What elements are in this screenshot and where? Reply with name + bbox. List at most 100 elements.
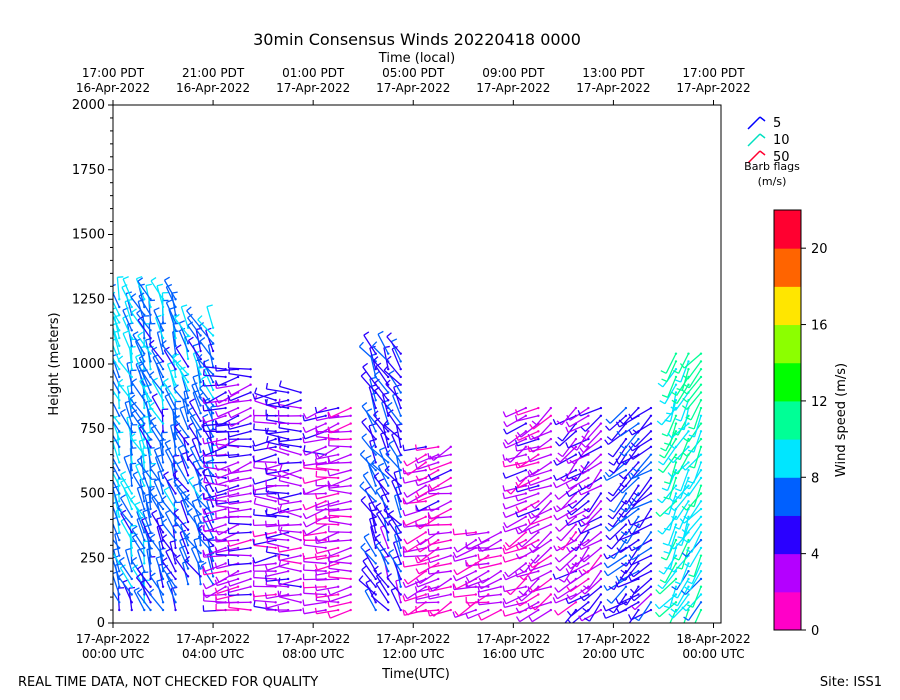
wind-barb-base — [699, 422, 703, 425]
wind-barb-flag — [202, 397, 208, 404]
wind-barb-flag — [202, 549, 206, 556]
wind-barb-flag — [566, 610, 572, 617]
wind-barb-flag — [659, 400, 666, 405]
wind-barb — [535, 531, 552, 549]
wind-barb-base — [674, 484, 678, 487]
wind-barb — [478, 601, 501, 606]
wind-barb-base — [118, 422, 121, 425]
wind-barb — [120, 520, 133, 541]
wind-barb-flag — [279, 464, 283, 471]
wind-barb-base — [624, 538, 628, 542]
wind-barb — [373, 360, 389, 378]
wind-barb-base — [211, 349, 215, 353]
wind-barb-flag — [314, 584, 318, 591]
wind-barb-base — [587, 492, 590, 495]
wind-barb-flag — [530, 543, 536, 549]
wind-barb-flag — [661, 394, 668, 398]
wind-barb — [303, 601, 326, 607]
wind-barb-flag — [580, 520, 586, 526]
wind-barb — [559, 555, 577, 572]
wind-barb-flag — [531, 435, 537, 441]
wind-barb-flag — [519, 568, 525, 573]
wind-barb-flag — [123, 454, 130, 458]
wind-barb-base — [299, 577, 302, 581]
wind-barb-flag — [143, 384, 150, 388]
wind-barb-flag — [566, 509, 572, 516]
wind-barb-base — [274, 422, 277, 425]
wind-barb — [417, 461, 439, 470]
wind-barb-flag — [214, 410, 219, 418]
wind-barb-base — [249, 601, 252, 604]
wind-barb — [360, 499, 377, 518]
wind-barb — [192, 376, 202, 398]
wind-barb-base — [387, 554, 390, 557]
wind-barb-flag — [660, 370, 667, 374]
wind-barb-flag — [252, 559, 255, 566]
wind-barb — [581, 461, 602, 475]
wind-barb-flag — [197, 493, 203, 500]
wind-barb — [417, 578, 439, 588]
wind-barb-base — [574, 601, 578, 604]
wind-barb-base — [349, 468, 352, 472]
wind-barb-flag — [227, 475, 230, 482]
wind-barb-flag — [567, 618, 572, 623]
wind-barb — [150, 427, 164, 448]
wind-barb — [303, 438, 326, 444]
wind-barb — [390, 589, 402, 611]
wind-barb-base — [174, 608, 177, 612]
wind-barb-base — [143, 422, 146, 425]
wind-barb-flag — [659, 579, 666, 584]
wind-barb-base — [399, 546, 402, 550]
wind-barb — [504, 461, 526, 468]
wind-barb-base — [249, 422, 252, 425]
wind-barb — [113, 357, 120, 370]
wind-barb-base — [637, 562, 640, 565]
wind-barb-base — [399, 406, 402, 410]
wind-barb-flag — [186, 306, 192, 312]
wind-barb-base — [211, 373, 215, 376]
wind-barb-base — [186, 520, 190, 524]
wind-barb-base — [249, 484, 252, 487]
wind-barb — [126, 324, 133, 346]
wind-barb-base — [374, 453, 377, 456]
wind-barb-flag — [188, 336, 194, 342]
wind-barb — [480, 578, 502, 590]
wind-barb-flag — [577, 543, 582, 550]
wind-barb-flag — [673, 556, 680, 561]
wind-barb-base — [286, 577, 290, 581]
wind-barb-flag — [227, 420, 232, 427]
wind-barb-flag — [192, 374, 199, 378]
wind-barb — [303, 555, 326, 560]
wind-barb — [145, 440, 152, 463]
wind-barb-base — [374, 492, 377, 495]
wind-barb-flag — [163, 471, 169, 476]
wind-barb — [279, 555, 301, 562]
wind-barb-base — [387, 367, 390, 371]
wind-barb-base — [524, 515, 528, 519]
wind-barb-flag — [582, 514, 588, 520]
wind-barb-base — [349, 562, 352, 565]
wind-barb-base — [487, 554, 490, 557]
wind-barb-base — [624, 562, 628, 565]
wind-barb-flag — [675, 543, 682, 547]
wind-barb-flag — [565, 483, 570, 490]
wind-barb — [555, 477, 577, 489]
wind-barb-flag — [302, 599, 305, 606]
wind-barb-base — [349, 546, 352, 550]
wind-barb-base — [299, 507, 302, 511]
wind-barb-base — [599, 445, 603, 449]
wind-barb-flag — [603, 553, 608, 560]
wind-barb-base — [130, 515, 133, 519]
wind-barb-flag — [360, 542, 366, 548]
wind-barb-flag — [185, 532, 191, 538]
wind-barb-flag — [565, 442, 569, 449]
wind-barb-flag — [686, 549, 693, 553]
wind-barb — [137, 420, 152, 440]
wind-barb — [680, 563, 690, 585]
wind-barb — [228, 593, 251, 597]
wind-barb-flag — [427, 561, 430, 568]
wind-barb — [113, 414, 120, 424]
wind-barb-base — [199, 365, 202, 368]
wind-barb-base — [399, 399, 402, 402]
wind-barb-base — [274, 399, 277, 402]
